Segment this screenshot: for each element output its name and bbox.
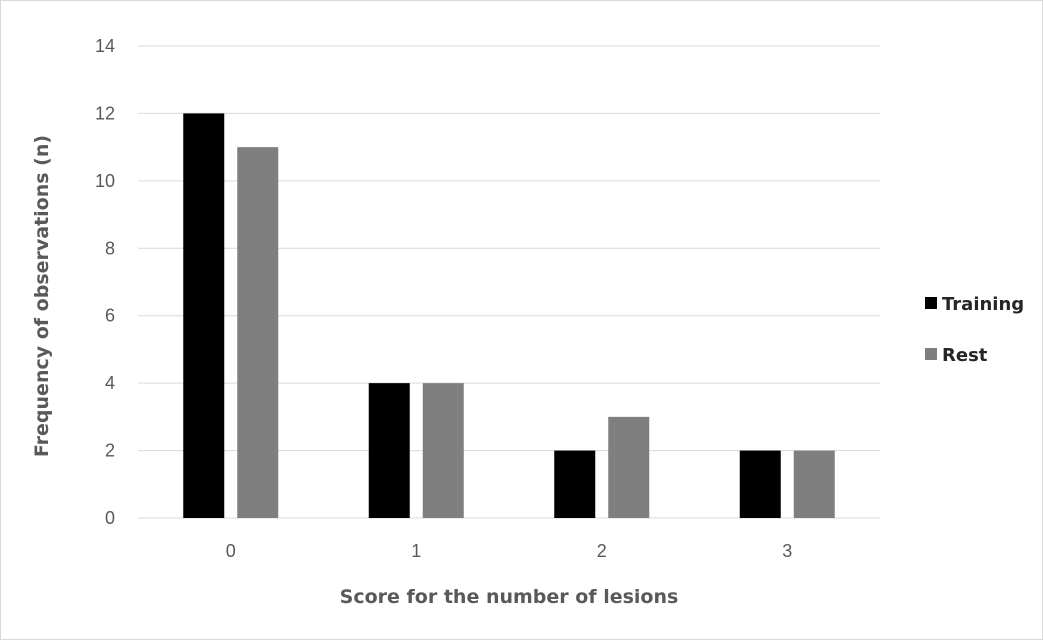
y-tick-label: 10 xyxy=(95,171,115,191)
y-tick-label: 6 xyxy=(105,306,115,326)
bar-rest-1 xyxy=(422,383,464,518)
y-tick-label: 8 xyxy=(105,238,115,258)
legend-label-rest: Rest xyxy=(942,345,988,366)
bars xyxy=(183,113,835,518)
y-axis-title: Frequency of observations (n) xyxy=(31,135,53,457)
y-tick-labels: 0 2 4 6 8 10 12 14 xyxy=(95,36,115,528)
y-tick-label: 14 xyxy=(95,36,115,56)
legend-swatch-training xyxy=(925,297,937,309)
bar-training-0 xyxy=(183,113,225,518)
y-tick-label: 2 xyxy=(105,441,115,461)
y-tick-label: 0 xyxy=(105,508,115,528)
x-axis-title: Score for the number of lesions xyxy=(340,586,679,608)
y-tick-label: 12 xyxy=(95,103,115,123)
x-tick-label: 0 xyxy=(226,541,236,561)
legend: Training Rest xyxy=(925,294,1024,366)
x-tick-label: 3 xyxy=(782,541,792,561)
bar-rest-0 xyxy=(237,147,279,518)
bar-training-3 xyxy=(739,450,781,518)
x-tick-label: 2 xyxy=(597,541,607,561)
x-tick-labels: 0 1 2 3 xyxy=(226,541,793,561)
bar-rest-2 xyxy=(608,416,650,518)
bar-training-2 xyxy=(554,450,596,518)
legend-swatch-rest xyxy=(925,348,937,360)
x-tick-label: 1 xyxy=(411,541,421,561)
legend-label-training: Training xyxy=(942,294,1024,315)
bar-rest-3 xyxy=(793,450,835,518)
bar-training-1 xyxy=(368,383,410,518)
y-tick-label: 4 xyxy=(105,373,115,393)
